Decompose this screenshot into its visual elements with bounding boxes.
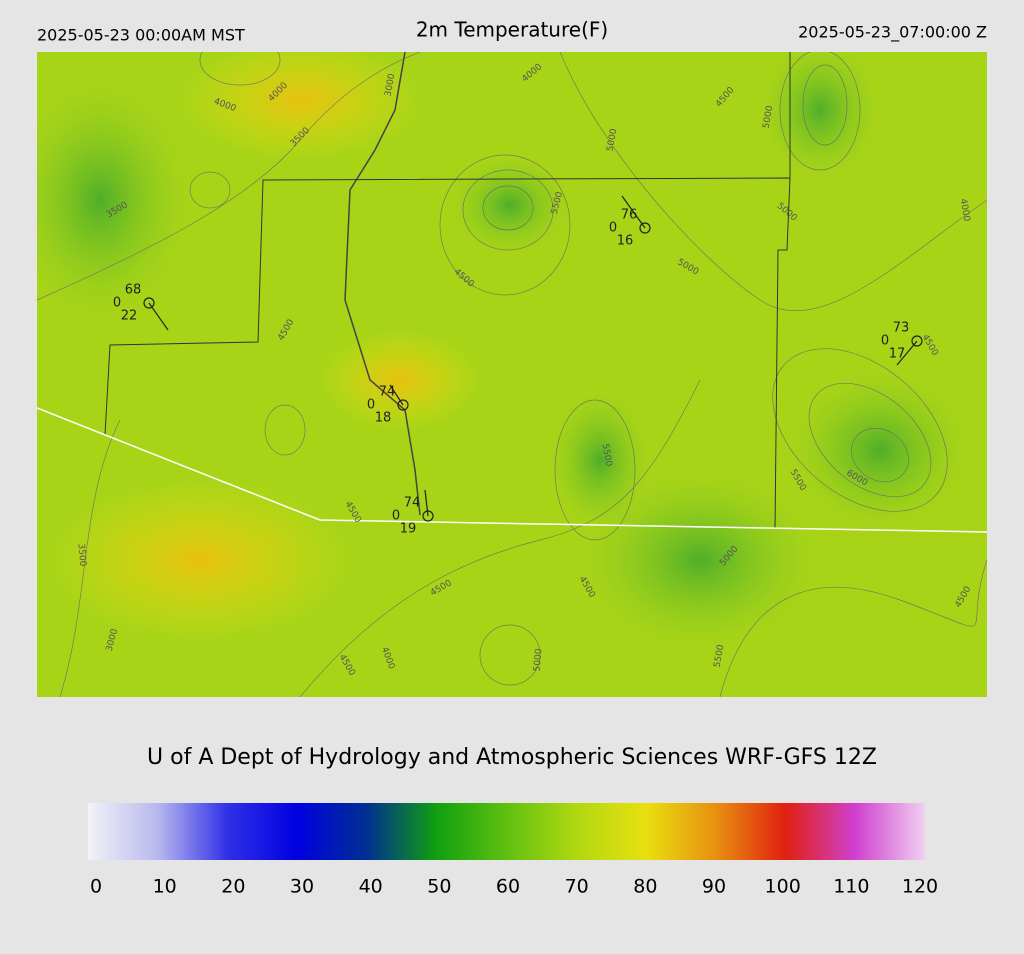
colorbar-tick-label: 40 [359, 876, 383, 898]
footer: U of A Dept of Hydrology and Atmospheric… [147, 745, 877, 770]
contour-label: 4000 [958, 198, 972, 223]
header-left: 2025-05-23 00:00AM MST [37, 26, 245, 45]
warm-area [180, 52, 420, 160]
warm-area [50, 480, 350, 640]
boundary [104, 52, 791, 529]
station-temp: 68 [125, 283, 142, 298]
station-temp: 74 [404, 496, 421, 511]
station-mid: 0 [881, 334, 889, 349]
station [397, 399, 409, 411]
colorbar-tick-label: 10 [153, 876, 177, 898]
station-temp: 74 [379, 385, 396, 400]
warm-area [320, 330, 480, 430]
station-mid: 0 [392, 509, 400, 524]
colorbar-tick-label: 120 [902, 876, 938, 898]
colorbar-ticks: 0 10 20 30 40 50 60 70 80 90 100 110 120 [90, 876, 938, 898]
station-low: 18 [375, 411, 392, 426]
cool-area [37, 80, 190, 320]
station-low: 17 [889, 347, 906, 362]
station-low: 22 [121, 309, 138, 324]
river [344, 52, 421, 516]
title: 2m Temperature(F) [416, 18, 608, 42]
station [422, 510, 434, 522]
station [639, 222, 651, 234]
station-mid: 0 [367, 398, 375, 413]
wind-barb [389, 384, 404, 406]
contours [37, 52, 987, 697]
station-temp: 73 [893, 321, 910, 336]
colorbar [88, 803, 925, 860]
colorbar-tick-label: 90 [702, 876, 726, 898]
colorbar-tick-label: 0 [90, 876, 102, 898]
cool-area [580, 470, 820, 650]
station [143, 297, 155, 309]
colorbar-tick-label: 20 [221, 876, 245, 898]
station-low: 16 [617, 234, 634, 249]
station-mid: 0 [609, 221, 617, 236]
wind-barb [621, 195, 646, 229]
colorbar-tick-label: 80 [633, 876, 657, 898]
station-low: 19 [400, 522, 417, 537]
station-mid: 0 [113, 296, 121, 311]
colorbar-tick-label: 60 [496, 876, 520, 898]
colorbar-tick-label: 50 [427, 876, 451, 898]
contour-label: 5000 [606, 128, 620, 153]
contour-label: 5500 [600, 443, 614, 468]
cool-area [550, 390, 650, 530]
colorbar-tick-label: 110 [833, 876, 869, 898]
station-temp: 76 [621, 208, 638, 223]
wind-barb [424, 489, 429, 517]
contour-label: 5000 [533, 648, 545, 672]
contour-label: 3000 [384, 73, 398, 98]
colorbar-tick-label: 100 [765, 876, 801, 898]
cool-area [790, 370, 970, 530]
cool-area [760, 52, 880, 180]
contour-label: 3500 [76, 543, 88, 567]
station [911, 335, 923, 347]
colorbar-tick-label: 30 [290, 876, 314, 898]
header-right: 2025-05-23_07:00:00 Z [798, 23, 987, 43]
colorbar-tick-label: 70 [565, 876, 589, 898]
contour-label: 5500 [713, 644, 727, 669]
contour-label: 5000 [762, 105, 776, 130]
border [37, 407, 987, 533]
cool-area [450, 155, 570, 255]
